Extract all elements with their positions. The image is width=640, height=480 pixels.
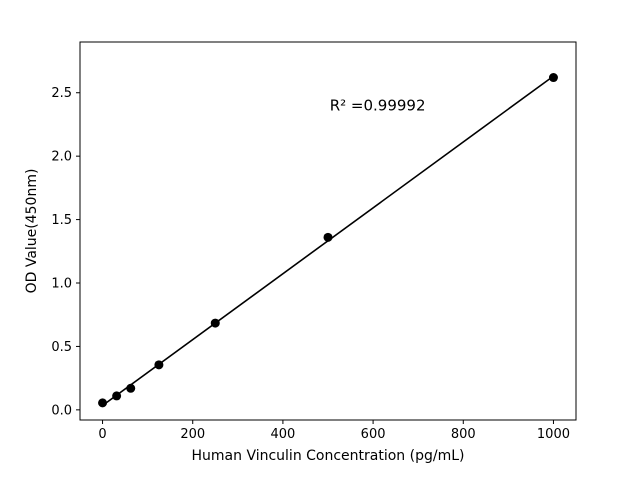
data-point	[112, 391, 122, 401]
x-tick-label: 200	[180, 427, 205, 442]
y-axis-label: OD Value(450nm)	[24, 169, 40, 294]
x-tick-label: 400	[270, 427, 295, 442]
y-tick-label: 0.0	[51, 403, 72, 418]
x-tick-label: 600	[361, 427, 386, 442]
x-tick-label: 800	[451, 427, 476, 442]
x-tick-label: 0	[98, 427, 106, 442]
y-tick-label: 1.0	[51, 277, 72, 292]
r-squared-annotation: R² =0.99992	[330, 96, 426, 114]
x-tick-label: 1000	[537, 427, 570, 442]
data-point	[98, 398, 108, 408]
y-tick-label: 2.5	[51, 86, 72, 101]
y-tick-label: 0.5	[51, 340, 72, 355]
x-axis-label: Human Vinculin Concentration (pg/mL)	[192, 448, 465, 464]
data-point	[323, 232, 333, 242]
y-tick-label: 2.0	[51, 150, 72, 165]
data-point	[154, 360, 164, 370]
data-point	[126, 383, 136, 393]
y-tick-label: 1.5	[51, 213, 72, 228]
data-point	[548, 73, 558, 83]
data-point	[210, 318, 220, 328]
plot-border	[79, 41, 577, 421]
